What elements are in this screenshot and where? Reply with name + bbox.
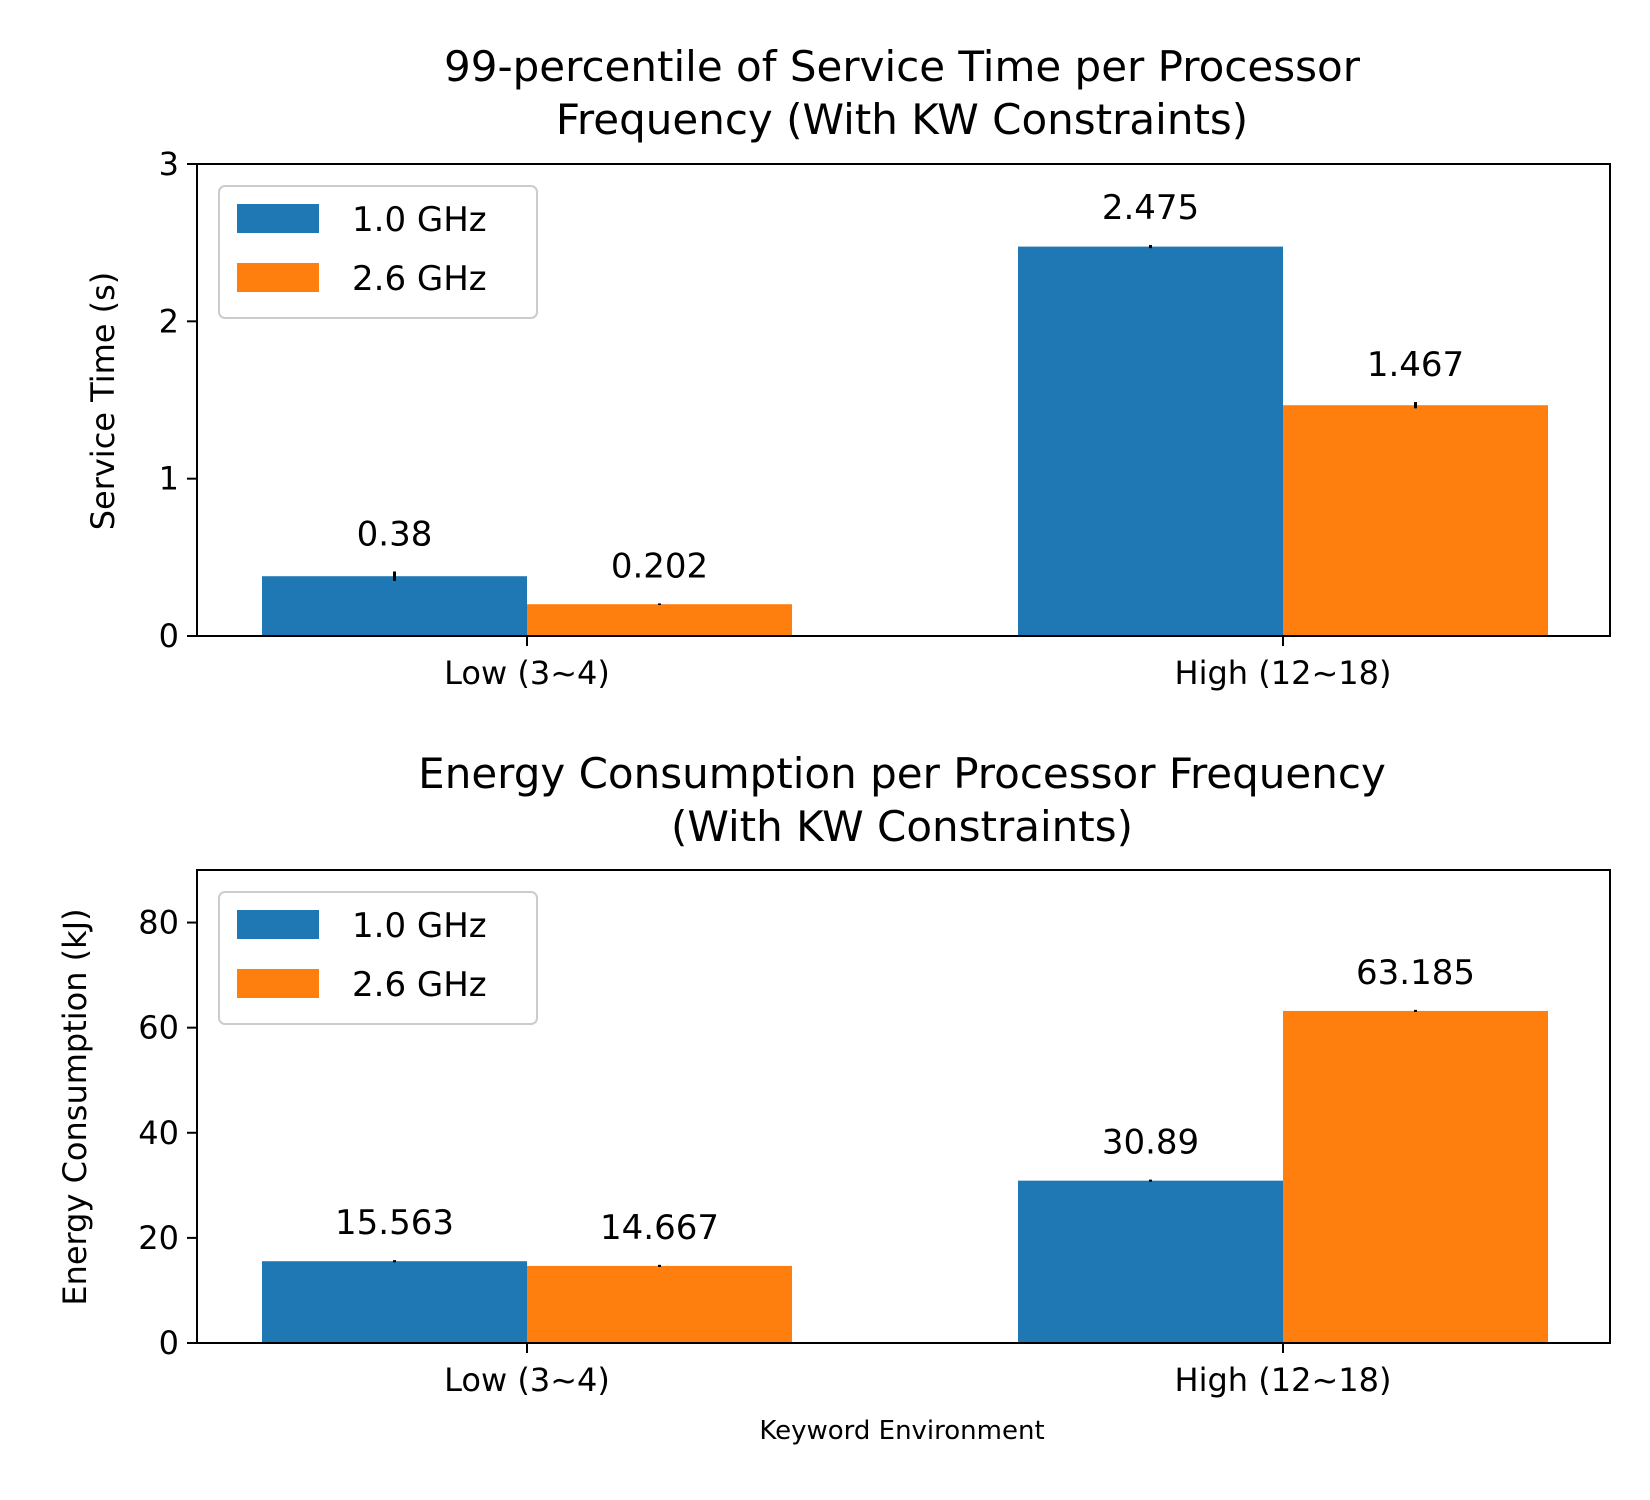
y-tick-label: 2 xyxy=(159,302,179,340)
data-label: 2.475 xyxy=(1102,188,1199,228)
y-axis-label: Service Time (s) xyxy=(84,272,122,531)
legend-label: 1.0 GHz xyxy=(352,200,487,240)
chart-title-line-2: Frequency (With KW Constraints) xyxy=(556,95,1248,144)
data-labels: 15.563 30.89 14.667 63.185 xyxy=(335,953,1475,1248)
bars xyxy=(262,1010,1548,1343)
bar-1-0-ghz-1 xyxy=(1018,246,1283,636)
y-tick-label: 40 xyxy=(138,1114,179,1152)
chart-title-line-1: Energy Consumption per Processor Frequen… xyxy=(418,749,1386,798)
legend-swatch xyxy=(237,969,319,998)
bar-2-6-ghz-1 xyxy=(1283,405,1548,636)
bars xyxy=(262,246,1548,636)
y-tick-label: 1 xyxy=(159,460,179,498)
legend-label: 2.6 GHz xyxy=(352,965,487,1005)
data-label: 15.563 xyxy=(335,1203,454,1243)
x-ticks: Low (3~4) High (12~18) xyxy=(444,1343,1391,1399)
data-label: 0.202 xyxy=(611,546,708,586)
x-tick-label: High (12~18) xyxy=(1175,1361,1392,1399)
service-time-chart: 99-percentile of Service Time per Proces… xyxy=(84,42,1611,692)
x-tick-label: Low (3~4) xyxy=(444,1361,610,1399)
plot-frame xyxy=(196,163,1611,637)
y-tick-label: 0 xyxy=(159,1324,179,1362)
legend-label: 1.0 GHz xyxy=(352,906,487,946)
y-tick-label: 60 xyxy=(138,1009,179,1047)
y-tick-label: 80 xyxy=(138,904,179,942)
y-axis-label: Energy Consumption (kJ) xyxy=(56,908,94,1305)
bar-2-6-ghz-1 xyxy=(1283,1010,1548,1343)
y-ticks: 0 1 2 3 xyxy=(159,145,197,655)
legend-swatch xyxy=(237,910,319,939)
bar-2-6-ghz-0 xyxy=(527,1265,792,1343)
energy-consumption-chart: Energy Consumption per Processor Frequen… xyxy=(56,749,1611,1446)
x-axis-label: Keyword Environment xyxy=(759,1416,1044,1446)
data-label: 63.185 xyxy=(1356,953,1475,993)
y-tick-label: 20 xyxy=(138,1219,179,1257)
bar-1-0-ghz-1 xyxy=(1018,1180,1283,1343)
bar-1-0-ghz-0 xyxy=(262,576,527,636)
legend: 1.0 GHz 2.6 GHz xyxy=(218,891,538,1025)
chart-title-line-1: 99-percentile of Service Time per Proces… xyxy=(444,42,1361,91)
error-bars xyxy=(393,245,1417,606)
legend-swatch xyxy=(237,263,319,292)
plot-frame xyxy=(196,869,1611,1344)
legend-label: 2.6 GHz xyxy=(352,259,487,299)
data-label: 30.89 xyxy=(1102,1123,1199,1163)
legend-swatch xyxy=(237,204,319,233)
bar-2-6-ghz-0 xyxy=(527,604,792,636)
legend: 1.0 GHz 2.6 GHz xyxy=(218,185,538,319)
x-tick-label: Low (3~4) xyxy=(444,654,610,692)
y-tick-label: 0 xyxy=(159,617,179,655)
error-bars xyxy=(393,1009,1417,1267)
bar-1-0-ghz-0 xyxy=(262,1261,527,1343)
data-label: 14.667 xyxy=(600,1208,719,1248)
data-labels: 0.38 2.475 0.202 1.467 xyxy=(357,188,1465,586)
y-tick-label: 3 xyxy=(159,145,179,183)
data-label: 1.467 xyxy=(1367,345,1464,385)
x-tick-label: High (12~18) xyxy=(1175,654,1392,692)
data-label: 0.38 xyxy=(357,514,433,554)
y-ticks: 0 20 40 60 80 xyxy=(138,904,197,1362)
x-ticks: Low (3~4) High (12~18) xyxy=(444,636,1391,692)
chart-title-line-2: (With KW Constraints) xyxy=(671,802,1133,851)
